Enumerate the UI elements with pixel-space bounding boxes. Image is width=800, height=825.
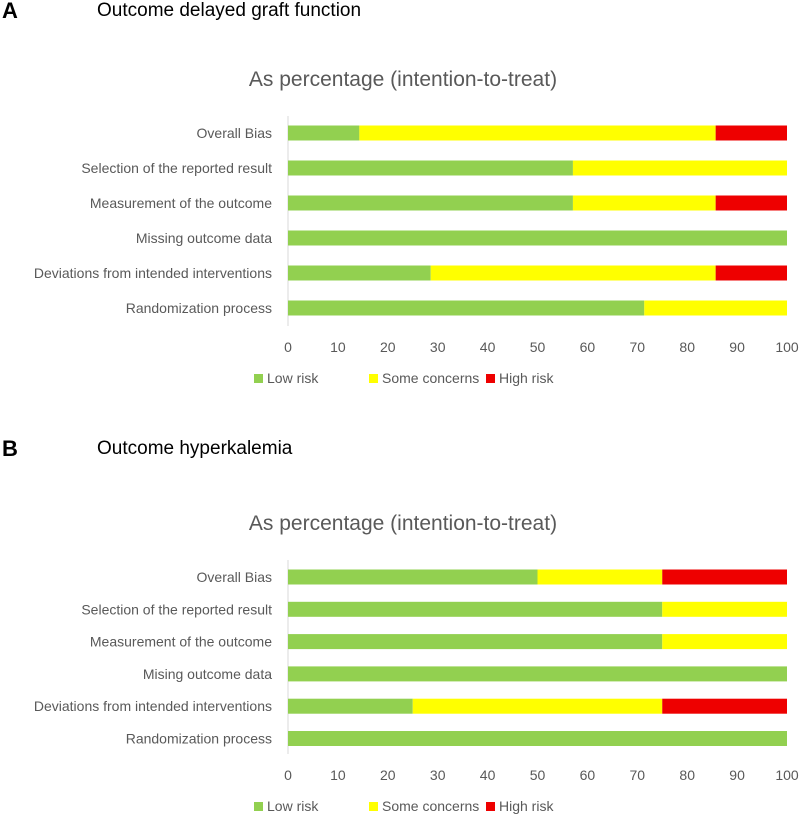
bar-segment-low [288,265,431,281]
bar-segment-some [412,698,663,714]
bar-segment-low [288,601,663,617]
bar-segment-some [537,569,663,585]
bar-segment-low [288,230,787,246]
category-label: Deviations from intended interventions [34,698,272,714]
panel-b: B Outcome hyperkalemia As percentage (in… [0,436,800,820]
chart-title: As percentage (intention-to-treat) [249,68,557,91]
category-label: Randomization process [126,300,272,316]
category-label: Missing outcome data [136,230,272,246]
legend-swatch-high [486,374,495,383]
x-tick-label: 30 [430,339,446,355]
x-tick-label: 60 [580,767,596,783]
panel-title: Outcome delayed graft function [97,0,362,21]
category-label: Deviations from intended interventions [34,265,272,281]
category-label: Overall Bias [197,125,272,141]
category-label: Measurement of the outcome [90,195,272,211]
chart-title: As percentage (intention-to-treat) [249,512,557,535]
legend-swatch-some [369,802,378,811]
bar-segment-high [662,698,787,714]
bar-segment-high [715,195,787,211]
x-tick-label: 70 [630,767,646,783]
bar-segment-low [288,569,538,585]
x-tick-label: 100 [775,767,799,783]
risk-of-bias-chart-a: As percentage (intention-to-treat) Overal… [34,68,799,386]
bar-segment-low [288,125,360,141]
bar-segment-some [662,634,787,650]
risk-of-bias-chart-b: As percentage (intention-to-treat) Overal… [34,512,799,814]
bar-segment-some [662,601,787,617]
legend-label: Some concerns [382,798,479,814]
legend-label: Some concerns [382,370,479,386]
bar-segment-high [715,265,787,281]
legend-label: Low risk [267,798,319,814]
x-tick-label: 60 [580,339,596,355]
category-label: Selection of the reported result [81,160,272,176]
panel-a: A Outcome delayed graft function As perc… [0,0,800,405]
bar-segment-some [430,265,716,281]
x-tick-label: 0 [284,339,292,355]
x-tick-label: 10 [330,767,346,783]
x-tick-label: 50 [530,767,546,783]
category-label: Mising outcome data [143,666,272,682]
x-tick-label: 20 [380,767,396,783]
panel-title: Outcome hyperkalemia [97,438,293,459]
bar-segment-some [644,300,787,316]
x-tick-label: 100 [775,339,799,355]
x-tick-label: 10 [330,339,346,355]
x-tick-label: 90 [729,339,745,355]
bar-segment-low [288,300,645,316]
bar-segment-low [288,634,663,650]
bar-segment-low [288,731,787,746]
bar-segment-low [288,195,573,211]
legend-label: High risk [499,370,554,386]
x-tick-label: 70 [630,339,646,355]
legend-swatch-high [486,802,495,811]
x-tick-label: 40 [480,767,496,783]
x-tick-label: 20 [380,339,396,355]
bar-segment-some [572,195,716,211]
bar-segment-low [288,160,573,176]
bar-segment-low [288,666,787,682]
bar-segment-high [715,125,787,141]
x-tick-label: 80 [679,767,695,783]
bar-segment-some [572,160,787,176]
category-label: Measurement of the outcome [90,634,272,650]
legend-swatch-some [369,374,378,383]
legend-label: Low risk [267,370,319,386]
x-tick-label: 50 [530,339,546,355]
x-tick-label: 40 [480,339,496,355]
panel-label: B [2,436,18,461]
legend-swatch-low [254,374,263,383]
bar-segment-low [288,698,413,714]
category-label: Selection of the reported result [81,601,272,617]
x-tick-label: 30 [430,767,446,783]
category-label: Overall Bias [197,569,272,585]
bar-segment-some [359,125,716,141]
bar-segment-high [662,569,787,585]
category-label: Randomization process [126,731,272,747]
panel-label: A [2,0,18,23]
x-tick-label: 80 [679,339,695,355]
x-tick-label: 90 [729,767,745,783]
legend-swatch-low [254,802,263,811]
x-tick-label: 0 [284,767,292,783]
legend-label: High risk [499,798,554,814]
